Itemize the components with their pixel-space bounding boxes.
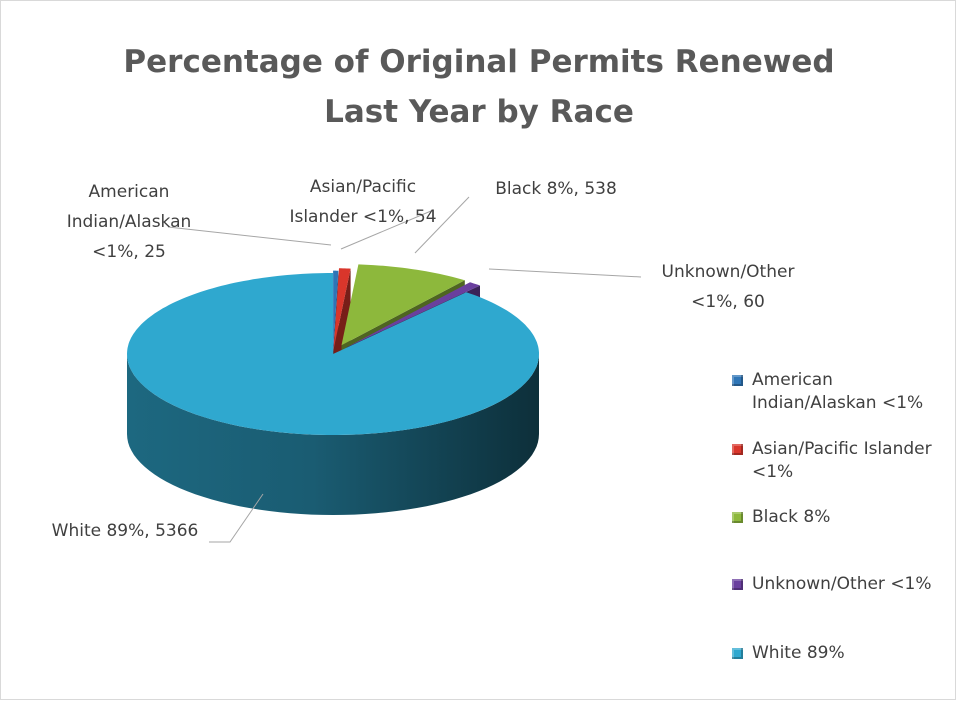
- data-label-line: Unknown/Other: [662, 262, 795, 282]
- pie-slices: [127, 264, 539, 515]
- slice-top-asian-pacific-islander: [333, 268, 351, 350]
- data-label-line: American: [89, 182, 170, 202]
- legend-item-unknown-other: Unknown/Other <1%: [732, 573, 954, 596]
- legend-swatch: [732, 648, 743, 659]
- data-label-black: Black 8%, 538: [495, 179, 617, 199]
- slice-white: [127, 273, 539, 515]
- data-label-line: Indian/Alaskan: [67, 212, 192, 232]
- data-label-line: Asian/Pacific: [310, 177, 416, 197]
- legend-swatch: [732, 375, 743, 386]
- legend-label-line: Black 8%: [752, 507, 831, 527]
- legend-label-line: Asian/Pacific Islander: [752, 439, 932, 459]
- legend-swatch: [732, 512, 743, 523]
- legend-label-line: American: [752, 370, 833, 390]
- legend-label-line: <1%: [752, 462, 794, 482]
- data-label-line: <1%, 25: [92, 242, 166, 262]
- legend-item-american-indian-alaskan: American Indian/Alaskan <1%: [732, 369, 954, 415]
- data-label-line: Islander <1%, 54: [289, 207, 436, 227]
- chart-title-line-1: Percentage of Original Permits Renewed: [123, 44, 835, 80]
- legend-item-white: White 89%: [732, 642, 954, 665]
- legend-swatch: [732, 579, 743, 590]
- slice-top-american-indian-alaskan: [333, 270, 339, 352]
- leader-lines: [167, 196, 642, 543]
- data-label-asian-pacific-islander: Asian/Pacific Islander <1%, 54: [289, 177, 436, 227]
- legend-label-line: White 89%: [752, 643, 845, 663]
- data-label-line: White 89%, 5366: [52, 521, 199, 541]
- leader-line-american-indian-alaskan: [167, 226, 332, 246]
- legend-item-asian-pacific-islander: Asian/Pacific Islander <1%: [732, 438, 954, 484]
- leader-line-black: [414, 196, 470, 254]
- legend-swatch: [732, 444, 743, 455]
- legend-label-line: Indian/Alaskan <1%: [752, 393, 924, 413]
- data-label-american-indian-alaskan: American Indian/Alaskan <1%, 25: [67, 182, 192, 262]
- leader-line-unknown-other: [488, 268, 642, 278]
- data-labels: American Indian/Alaskan <1%, 25 Asian/Pacif…: [52, 177, 795, 541]
- chart-title: Percentage of Original Permits Renewed L…: [1, 37, 956, 137]
- slice-top-black: [341, 264, 465, 346]
- chart-title-line-2: Last Year by Race: [324, 94, 634, 130]
- legend-label-line: Unknown/Other <1%: [752, 574, 932, 594]
- slice-top-unknown-other: [346, 282, 480, 348]
- slice-top-white: [127, 273, 539, 435]
- slice-side-white: [127, 354, 539, 515]
- legend-item-black: Black 8%: [732, 506, 954, 529]
- data-label-white: White 89%, 5366: [52, 521, 199, 541]
- data-label-unknown-other: Unknown/Other <1%, 60: [662, 262, 795, 312]
- leader-line-asian-pacific-islander: [340, 210, 432, 250]
- data-label-line: <1%, 60: [691, 292, 765, 312]
- data-label-line: Black 8%, 538: [495, 179, 617, 199]
- leader-line-white: [209, 493, 264, 543]
